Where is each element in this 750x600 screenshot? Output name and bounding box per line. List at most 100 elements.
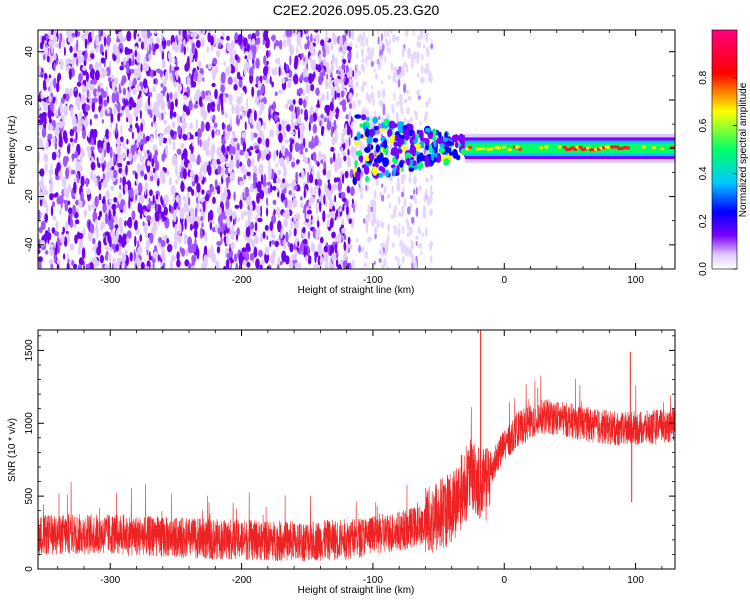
spectrogram-cell xyxy=(111,203,117,210)
spectrogram-cell xyxy=(294,124,299,130)
tone-cell xyxy=(393,141,397,147)
spectrogram-cell xyxy=(290,117,294,128)
spectrogram-cell xyxy=(270,240,276,245)
spectrogram-cell xyxy=(351,121,354,131)
spectrogram-cell xyxy=(244,55,248,60)
spectrogram-cell xyxy=(62,38,65,48)
spectrogram-cell xyxy=(48,169,54,176)
spectrogram-cell xyxy=(382,103,386,111)
spectrogram-cell xyxy=(187,197,191,206)
figure-title: C2E2.2026.095.05.23.G20 xyxy=(273,2,440,18)
spectrogram-cell xyxy=(417,226,421,232)
spectrogram-cell xyxy=(142,132,146,144)
spectrogram-cell xyxy=(40,211,43,218)
spectrogram-cell xyxy=(379,48,382,58)
spectrogram-cell xyxy=(394,78,397,84)
spectrogram-cell xyxy=(415,111,418,121)
spectrogram-cell xyxy=(89,118,92,126)
spectrogram-cell xyxy=(255,235,259,245)
spectrogram-cell xyxy=(291,161,296,168)
tone-cell xyxy=(391,123,398,128)
tone-cell xyxy=(359,134,364,139)
spectrogram-cell xyxy=(156,68,162,73)
tone-cell xyxy=(366,134,373,145)
spectrogram-cell xyxy=(308,121,311,132)
spectrogram-cell xyxy=(122,87,127,96)
spectrogram-cell xyxy=(199,138,202,148)
spectrogram-cell xyxy=(101,51,105,56)
spectrogram-cell xyxy=(426,33,429,41)
spectrogram-cell xyxy=(220,212,226,218)
spectrogram-cell xyxy=(94,195,99,208)
spectrogram-cell xyxy=(216,241,222,246)
spectrogram-cell xyxy=(80,191,84,202)
spectrogram-cell xyxy=(183,233,187,245)
spectrogram-cell xyxy=(401,205,405,214)
tone-cell xyxy=(394,134,399,142)
spectrogram-cell xyxy=(94,61,100,71)
spectrogram-cell xyxy=(388,149,392,156)
spectrogram-cell xyxy=(381,80,384,85)
tone-peak xyxy=(488,147,494,151)
spectrogram-cell xyxy=(202,105,205,112)
spectrogram-cell xyxy=(95,35,99,47)
spectrogram-cell xyxy=(336,232,342,244)
spectrogram-cell xyxy=(230,242,235,250)
spectrogram-cell xyxy=(191,243,197,254)
spectrogram-cell xyxy=(234,54,239,61)
spectrogram-cell xyxy=(262,231,266,239)
tone-cell xyxy=(424,157,430,168)
spectrogram-cell xyxy=(351,30,354,41)
spectrogram-cell xyxy=(128,96,134,108)
spectrogram-cell xyxy=(334,243,338,254)
spectrogram-cell xyxy=(81,66,87,71)
spectrogram-cell xyxy=(348,30,351,39)
spectrogram-cell xyxy=(187,33,190,42)
spectrogram-cell xyxy=(136,138,139,149)
spectrogram-cell xyxy=(263,122,266,130)
spectrogram-cell xyxy=(404,30,409,37)
spectrogram-cell xyxy=(75,131,78,140)
spectrogram-cell xyxy=(80,154,83,165)
spectrogram-cell xyxy=(430,184,433,193)
spectrogram-cell xyxy=(85,177,89,188)
spectrogram-cell xyxy=(102,202,107,214)
spectrogram-cell xyxy=(129,252,133,262)
spectrogram-cell xyxy=(210,101,216,109)
spectrogram-cell xyxy=(70,59,73,65)
spectrogram-cell xyxy=(357,99,362,106)
spectrogram-cell xyxy=(104,254,109,261)
spectrogram-cell xyxy=(113,215,118,224)
spectrogram-cell xyxy=(247,110,250,119)
spectrogram-cell xyxy=(187,236,193,247)
spectrogram-cell xyxy=(81,247,86,260)
spectrogram-cell xyxy=(330,62,335,73)
spectrogram-cell xyxy=(224,99,227,104)
x-tick-label: -100 xyxy=(363,575,383,586)
spectrogram-cell xyxy=(64,87,70,94)
spectrogram-cell xyxy=(194,207,198,218)
spectrogram-cell xyxy=(283,62,287,72)
spectrogram-cell xyxy=(257,153,260,162)
spectrogram-cell xyxy=(191,188,195,196)
spectrogram-cell xyxy=(357,35,361,43)
spectrogram-cell xyxy=(304,96,309,101)
spectrogram-cell xyxy=(341,99,347,108)
spectrogram-cell xyxy=(146,160,151,167)
spectrogram-cell xyxy=(329,157,333,165)
spectrogram-cell xyxy=(173,57,176,64)
spectrogram-cell xyxy=(370,60,374,67)
spectrogram-cell xyxy=(75,199,80,206)
spectrogram-cell xyxy=(323,117,327,123)
spectrogram-cell xyxy=(360,169,363,178)
spectrogram-cell xyxy=(208,160,211,169)
tone-peak xyxy=(538,146,544,150)
spectrogram-cell xyxy=(154,127,158,140)
spectrogram-cell xyxy=(386,47,391,53)
spectrogram-cell xyxy=(44,212,49,223)
spectrogram-cell xyxy=(112,257,116,263)
colorbar-tick-label: 0.0 xyxy=(698,262,709,276)
spectrogram-cell xyxy=(55,192,59,198)
spectrogram-cell xyxy=(144,184,147,196)
spectrogram-cell xyxy=(49,101,54,111)
